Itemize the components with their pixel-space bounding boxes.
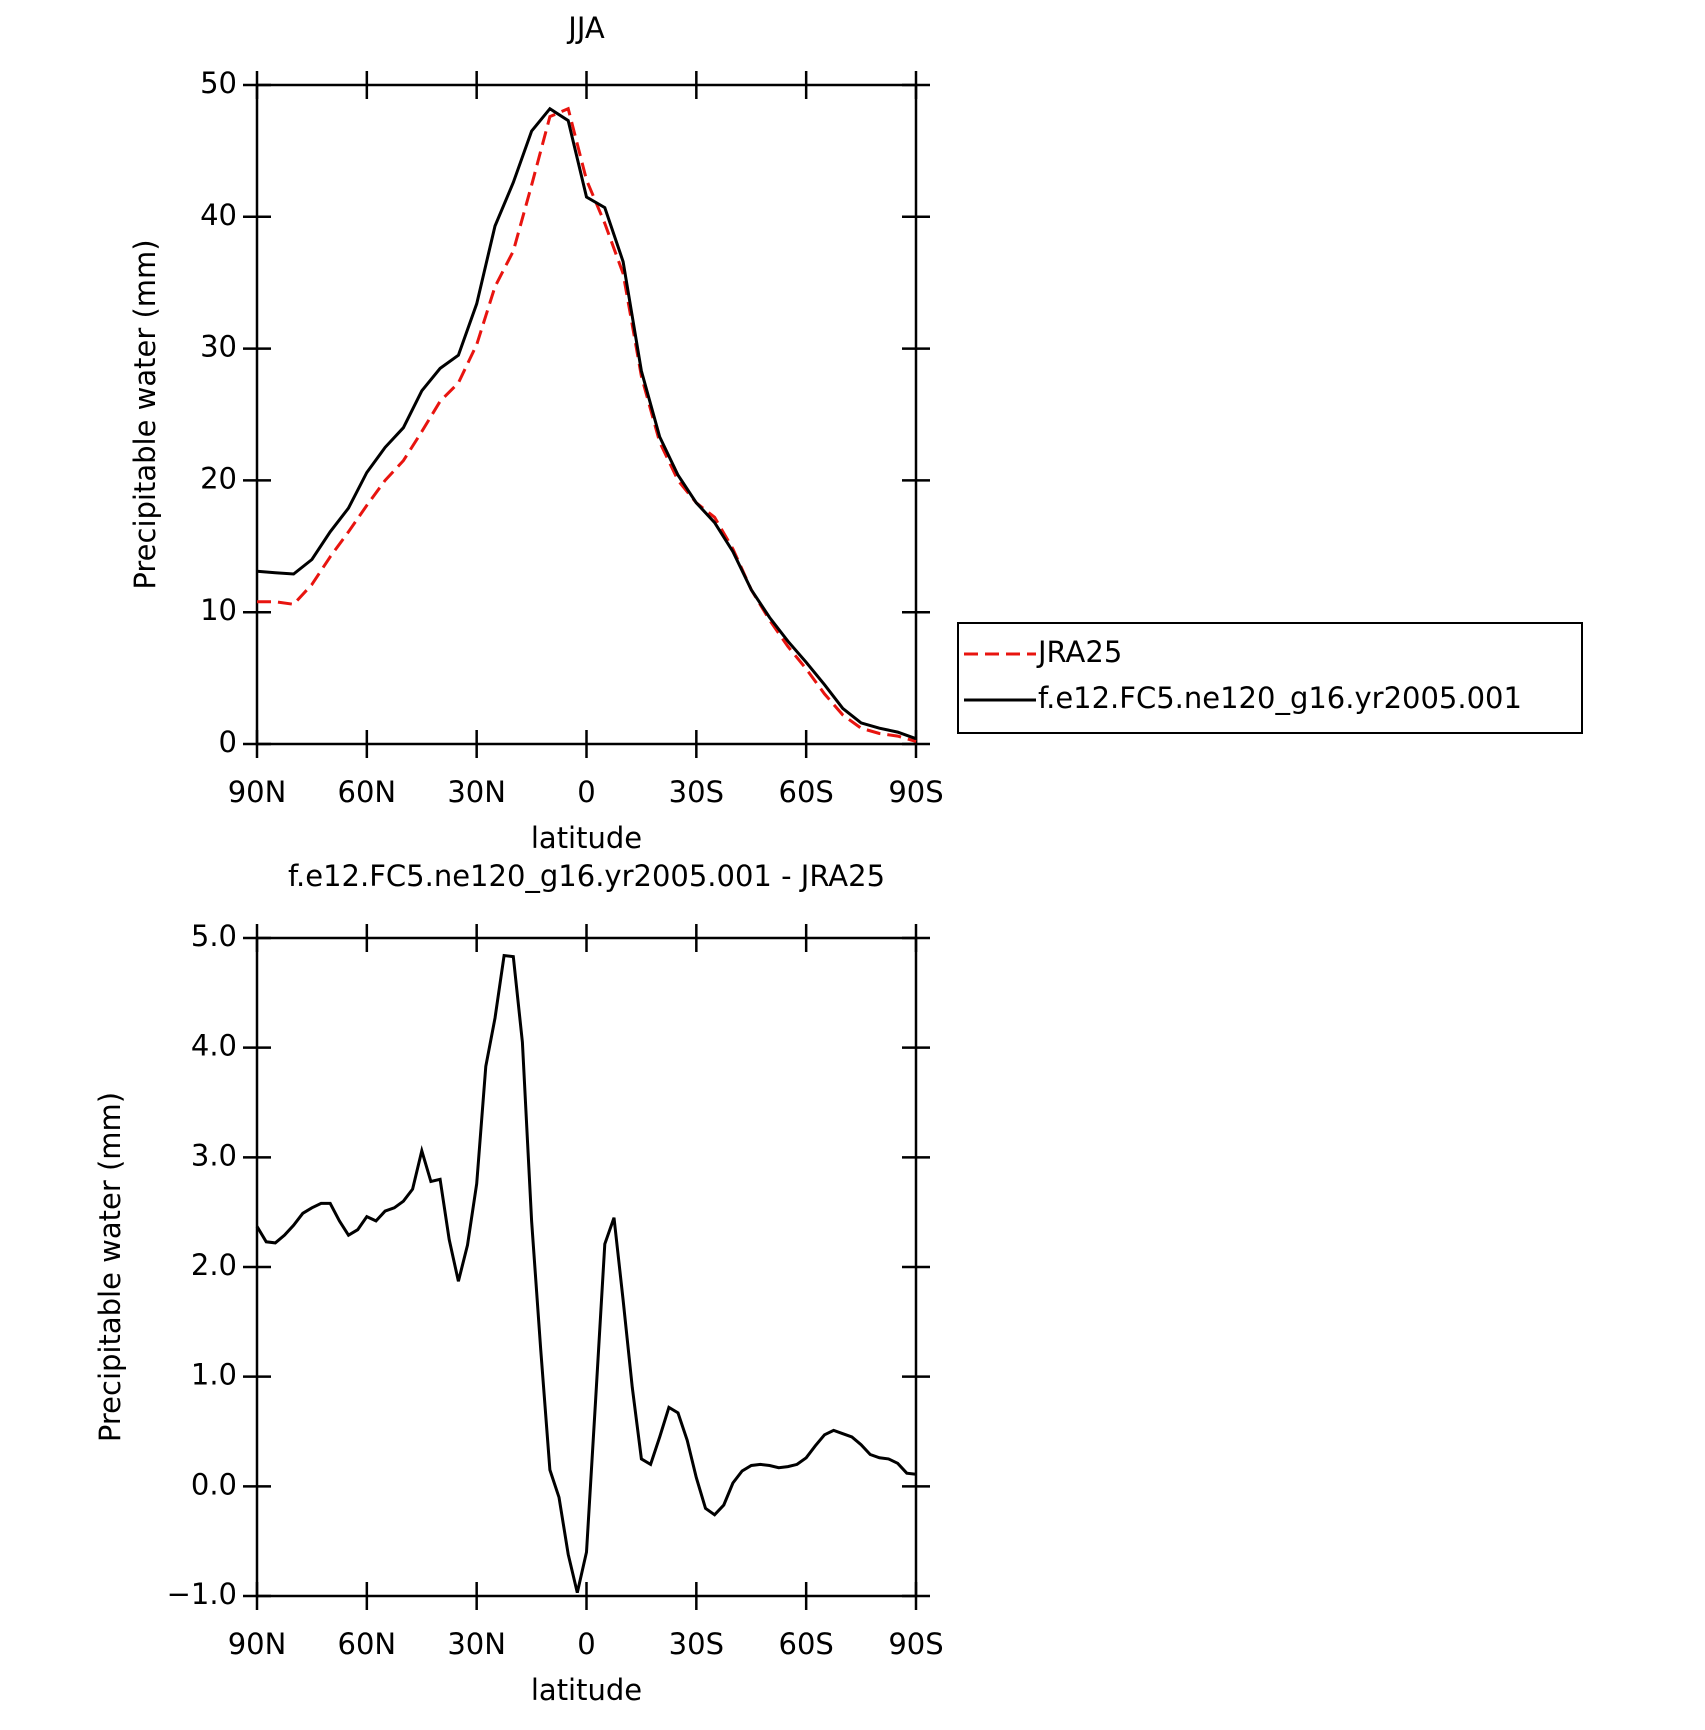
plot-frame: [255, 936, 918, 1598]
y-tick-label: 20: [200, 461, 237, 495]
x-tick-label: 90N: [228, 775, 287, 809]
legend-label: JRA25: [1036, 635, 1122, 669]
y-tick-label: 2.0: [191, 1248, 237, 1282]
y-tick-label: 4.0: [191, 1029, 237, 1063]
y-tick-label: 10: [200, 593, 237, 627]
chart-title: f.e12.FC5.ne120_g16.yr2005.001 - JRA25: [288, 859, 885, 893]
y-tick-label: 30: [200, 330, 237, 364]
y-axis-label: Precipitable water (mm): [93, 1092, 127, 1442]
x-tick-label: 60N: [338, 775, 397, 809]
x-tick-label: 60S: [779, 775, 834, 809]
x-tick-label: 90N: [228, 1627, 287, 1661]
x-tick-label: 0: [577, 775, 595, 809]
y-tick-label: −1.0: [167, 1577, 237, 1611]
x-tick-label: 0: [577, 1627, 595, 1661]
x-tick-label: 60S: [779, 1627, 834, 1661]
legend-box: [957, 622, 1583, 734]
y-tick-label: 0.0: [191, 1467, 237, 1501]
plot: f.e12.FC5.ne120_g16.yr2005.001 - JRA25 −1…: [93, 859, 944, 1707]
y-tick-label: 40: [200, 198, 237, 232]
x-axis-label: latitude: [531, 821, 642, 855]
plot: JJA 0 10 20 30 40 50 90N 60N 30N 0 30S 60S 90S latitud…: [128, 11, 1583, 855]
y-tick-label: 0: [219, 725, 237, 759]
x-tick-label: 90S: [888, 775, 943, 809]
x-tick-label: 30S: [669, 775, 724, 809]
y-axis-label: Precipitable water (mm): [128, 239, 162, 589]
chart-title: JJA: [566, 11, 605, 45]
legend-label: f.e12.FC5.ne120_g16.yr2005.001: [1038, 681, 1522, 715]
x-tick-label: 30N: [447, 775, 506, 809]
x-tick-label: 60N: [338, 1627, 397, 1661]
x-axis-label: latitude: [531, 1673, 642, 1707]
y-tick-label: 5.0: [191, 919, 237, 953]
y-tick-label: 1.0: [191, 1358, 237, 1392]
x-tick-label: 30N: [447, 1627, 506, 1661]
x-tick-label: 90S: [888, 1627, 943, 1661]
series-line: [256, 106, 917, 741]
x-tick-label: 30S: [669, 1627, 724, 1661]
y-tick-label: 50: [200, 66, 237, 100]
plot-frame: [255, 83, 918, 746]
series-line: [257, 106, 917, 743]
y-tick-label: 3.0: [191, 1138, 237, 1172]
series-line: [255, 953, 917, 1594]
